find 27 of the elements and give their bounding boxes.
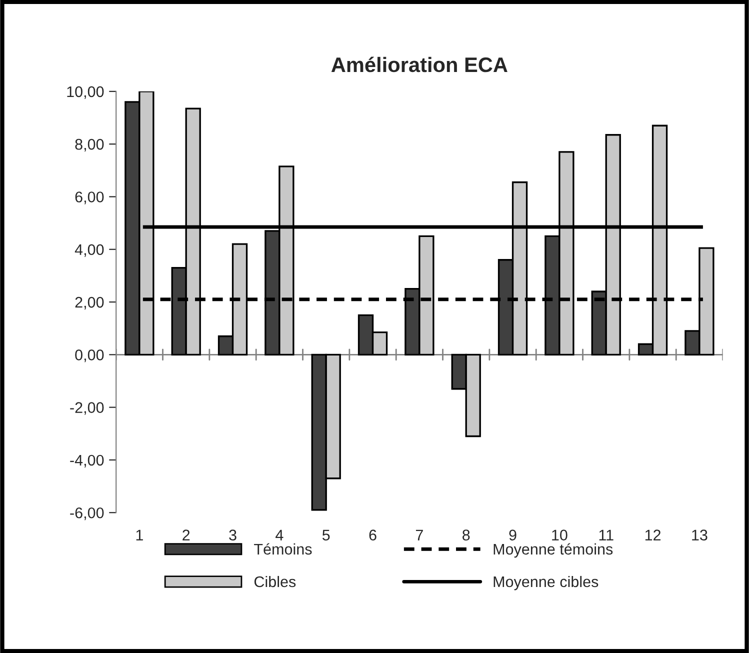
legend-label: Témoins (254, 543, 312, 555)
x-tick-label: 7 (416, 530, 423, 540)
y-tick-label: -2,00 (70, 402, 104, 415)
x-tick-label: 8 (462, 530, 470, 540)
y-tick-label: 0,00 (75, 350, 104, 362)
legend-label: Cibles (254, 576, 296, 588)
x-tick-label: 10 (552, 530, 568, 540)
x-tick-label: 4 (276, 530, 284, 540)
x-tick-label: 9 (509, 530, 516, 540)
x-tick-label: 11 (599, 530, 614, 540)
x-tick-label: 6 (369, 530, 376, 540)
chart-title: Amélioration ECA (331, 56, 508, 72)
x-tick-label: 13 (692, 530, 708, 540)
y-tick-label: 2,00 (75, 296, 104, 310)
x-tick-label: 3 (229, 530, 236, 540)
legend-label: Moyenne cibles (494, 576, 598, 590)
x-tick-label: 5 (322, 530, 330, 540)
y-tick-label: -6,00 (70, 507, 104, 520)
y-tick-label: -4,00 (70, 454, 104, 468)
x-tick-label: 12 (645, 530, 661, 540)
y-tick-label: 10,00 (67, 86, 104, 99)
x-tick-label: 1 (136, 530, 143, 540)
y-tick-label: 4,00 (74, 244, 104, 257)
x-tick-label: 2 (182, 530, 190, 540)
y-tick-label: 8,00 (75, 138, 104, 152)
legend-label: Moyenne témoins (494, 543, 613, 558)
y-tick-label: 6,00 (75, 192, 104, 204)
